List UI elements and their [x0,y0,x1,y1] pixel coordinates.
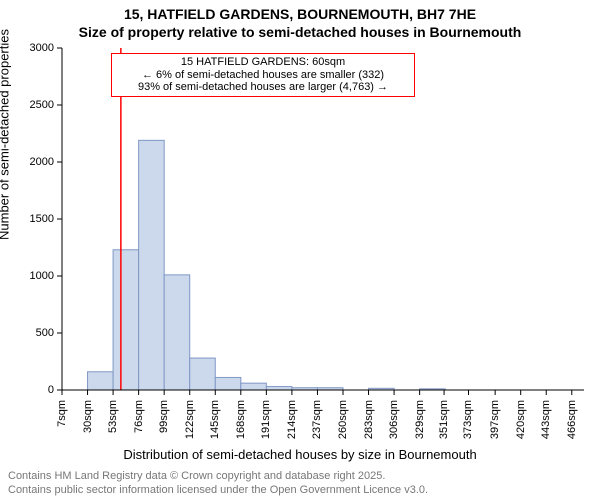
x-tick-label: 443sqm [540,400,552,450]
histogram-bar [88,372,114,390]
x-tick-label: 7sqm [56,400,68,450]
y-tick-label: 1000 [0,270,54,282]
x-tick-label: 99sqm [158,400,170,450]
x-tick-label: 466sqm [566,400,578,450]
x-tick-label: 397sqm [489,400,501,450]
x-tick-label: 168sqm [235,400,247,450]
histogram-bar [215,377,241,390]
x-tick-label: 351sqm [438,400,450,450]
histogram-bar [266,387,292,390]
y-tick-label: 500 [0,327,54,339]
y-tick-label: 1500 [0,213,54,225]
x-tick-label: 329sqm [414,400,426,450]
x-tick-label: 283sqm [363,400,375,450]
x-tick-label: 237sqm [311,400,323,450]
annotation-line1: 15 HATFIELD GARDENS: 60sqm [118,56,408,69]
chart-container: { "layout": { "width": 600, "height": 50… [0,0,600,500]
y-tick-label: 2000 [0,156,54,168]
histogram-bar [241,383,267,390]
x-tick-label: 306sqm [388,400,400,450]
x-tick-label: 191sqm [260,400,272,450]
x-tick-label: 214sqm [286,400,298,450]
annotation-line3: 93% of semi-detached houses are larger (… [118,81,408,94]
histogram-bar [139,140,165,390]
x-tick-label: 145sqm [209,400,221,450]
annotation-line2: ← 6% of semi-detached houses are smaller… [118,69,408,82]
x-tick-label: 76sqm [133,400,145,450]
x-tick-label: 53sqm [107,400,119,450]
annotation-box: 15 HATFIELD GARDENS: 60sqm ← 6% of semi-… [111,53,415,97]
x-tick-label: 260sqm [337,400,349,450]
x-tick-label: 122sqm [184,400,196,450]
histogram-bar [164,275,190,390]
y-tick-label: 3000 [0,42,54,54]
y-tick-label: 0 [0,384,54,396]
x-tick-label: 373sqm [462,400,474,450]
histogram-bar [113,250,139,390]
y-tick-label: 2500 [0,99,54,111]
x-tick-label: 30sqm [82,400,94,450]
histogram-bar [190,358,216,390]
x-tick-label: 420sqm [515,400,527,450]
